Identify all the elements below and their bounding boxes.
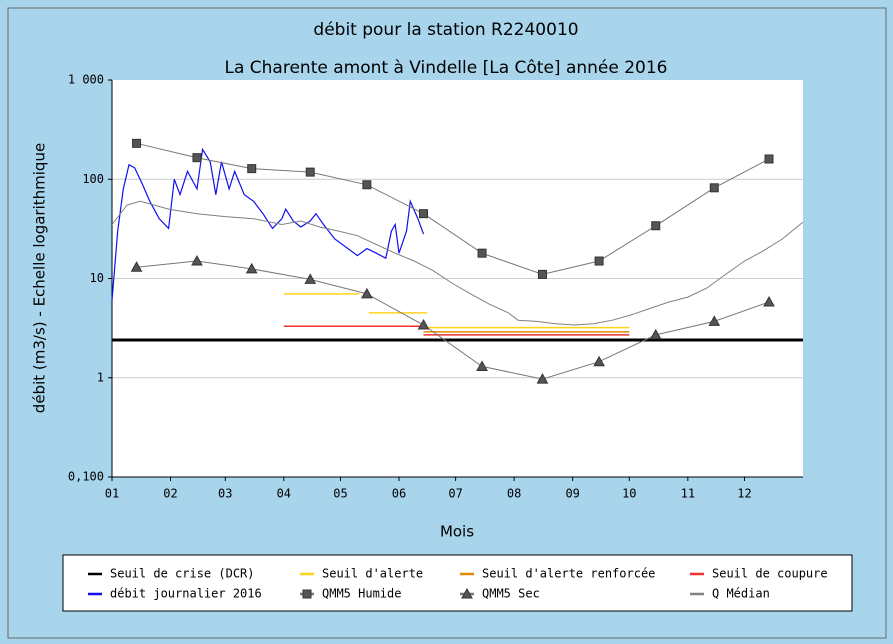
x-tick-label: 05 (333, 487, 347, 501)
x-tick-label: 04 (277, 487, 291, 501)
marker (361, 287, 373, 299)
y-tick-label: 0,100 (68, 470, 104, 484)
legend-label: QMM5 Sec (482, 587, 540, 601)
marker (477, 248, 487, 258)
series-line (283, 293, 630, 329)
marker (649, 328, 662, 340)
series-line (136, 142, 770, 275)
marker (130, 261, 143, 272)
y-tick-label: 100 (82, 172, 104, 186)
marker (651, 221, 661, 231)
x-axis-label: Mois (440, 523, 474, 541)
y-tick-label: 1 000 (68, 73, 104, 87)
x-tick-label: 03 (218, 487, 232, 501)
marker (537, 269, 547, 279)
marker (594, 256, 604, 266)
marker (419, 209, 429, 219)
marker (764, 154, 774, 164)
marker (304, 273, 317, 284)
series-line (111, 200, 804, 326)
legend-label: Q Médian (712, 587, 770, 601)
x-tick-label: 01 (105, 487, 119, 501)
marker (247, 164, 257, 174)
legend-label: QMM5 Humide (322, 587, 401, 601)
x-tick-label: 02 (163, 487, 177, 501)
y-axis-label: débit (m3/s) - Echelle logarithmique (31, 143, 49, 413)
marker (536, 373, 549, 384)
marker (709, 183, 719, 193)
x-tick-label: 08 (507, 487, 521, 501)
marker (763, 295, 775, 307)
series-line (111, 147, 425, 301)
legend-label: Seuil de crise (DCR) (110, 567, 255, 581)
chart-subtitle: La Charente amont à Vindelle [La Côte] a… (225, 58, 668, 78)
x-tick-label: 07 (448, 487, 462, 501)
chart-title: débit pour la station R2240010 (313, 20, 578, 40)
legend-label: Seuil d'alerte renforcée (482, 567, 655, 581)
x-tick-label: 12 (737, 487, 751, 501)
marker (191, 254, 203, 266)
marker (132, 138, 142, 148)
frame (7, 7, 887, 639)
y-tick-label: 1 (97, 370, 104, 384)
series-line (283, 325, 630, 336)
marker (593, 355, 605, 367)
x-tick-label: 06 (392, 487, 406, 501)
marker (417, 318, 430, 330)
marker (476, 360, 488, 371)
y-tick-label: 10 (90, 271, 104, 285)
marker (302, 589, 312, 599)
marker (461, 587, 473, 599)
legend-label: débit journalier 2016 (110, 587, 262, 601)
legend-label: Seuil d'alerte (322, 567, 423, 581)
marker (708, 315, 721, 326)
x-tick-label: 11 (681, 487, 695, 501)
legend-label: Seuil de coupure (712, 567, 828, 581)
marker (245, 262, 258, 274)
marker (362, 180, 372, 190)
marker (192, 153, 202, 163)
legend (62, 554, 853, 612)
x-tick-label: 10 (622, 487, 636, 501)
series-line (136, 260, 770, 380)
x-tick-label: 09 (565, 487, 579, 501)
marker (305, 167, 315, 177)
